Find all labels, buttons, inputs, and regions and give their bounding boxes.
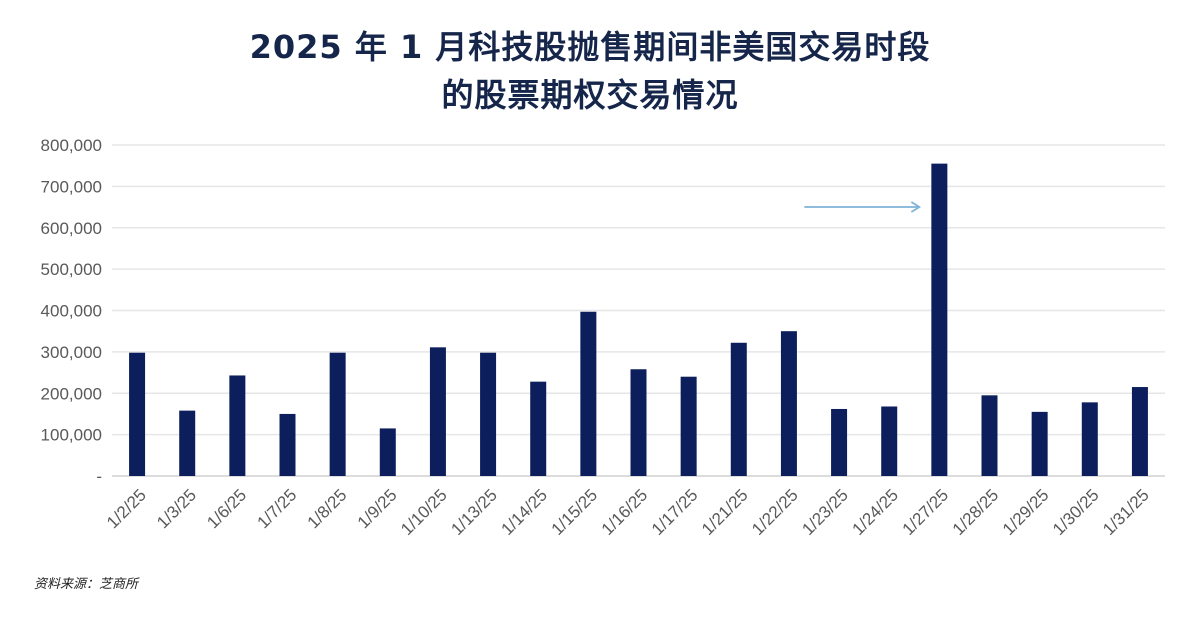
bar: [1131, 387, 1148, 476]
x-tick-label: 1/13/25: [447, 485, 501, 539]
annotation-arrow-head: [910, 201, 922, 213]
y-tick-label: -: [96, 467, 102, 486]
x-tick-label: 1/28/25: [949, 485, 1003, 539]
bar: [730, 342, 747, 476]
x-tick-label: 1/31/25: [1099, 485, 1153, 539]
bar: [881, 406, 898, 476]
x-tick-label: 1/22/25: [748, 485, 802, 539]
y-tick-label: 400,000: [41, 302, 102, 321]
bar: [831, 408, 848, 476]
bar: [379, 428, 396, 476]
bar: [530, 381, 547, 476]
bar: [780, 331, 797, 476]
source-note: 资料来源：芝商所: [34, 577, 139, 592]
x-tick-label: 1/14/25: [497, 485, 551, 539]
bar: [1031, 411, 1048, 476]
y-tick-label: 800,000: [41, 136, 102, 155]
x-tick-label: 1/17/25: [648, 485, 702, 539]
bar: [981, 395, 998, 476]
bar: [229, 375, 246, 476]
bar: [179, 410, 196, 476]
x-tick-label: 1/7/25: [253, 485, 300, 532]
x-tick-label: 1/8/25: [304, 485, 351, 532]
x-tick-label: 1/2/25: [103, 485, 150, 532]
y-tick-label: 100,000: [41, 426, 102, 445]
y-tick-label: 700,000: [41, 177, 102, 196]
bar: [429, 347, 446, 476]
x-tick-label: 1/30/25: [1049, 485, 1103, 539]
x-tick-label: 1/21/25: [698, 485, 752, 539]
y-tick-label: 200,000: [41, 384, 102, 403]
bar: [279, 413, 296, 476]
x-tick-label: 1/15/25: [548, 485, 602, 539]
x-tick-label: 1/27/25: [899, 485, 953, 539]
bar: [630, 369, 647, 476]
x-tick-label: 1/10/25: [397, 485, 451, 539]
x-tick-label: 1/9/25: [354, 485, 401, 532]
y-tick-label: 600,000: [41, 219, 102, 238]
chart-title-line-1: 2025 年 1 月科技股抛售期间非美国交易时段: [249, 28, 931, 66]
bar: [680, 376, 697, 476]
x-tick-label: 1/6/25: [203, 485, 250, 532]
x-tick-label: 1/3/25: [153, 485, 200, 532]
bar: [931, 163, 948, 476]
bar: [1081, 402, 1098, 476]
x-tick-label: 1/29/25: [999, 485, 1053, 539]
bar: [580, 311, 597, 476]
y-tick-label: 500,000: [41, 260, 102, 279]
x-tick-label: 1/24/25: [848, 485, 902, 539]
chart-title-line-2: 的股票期权交易情况: [441, 76, 739, 114]
bar: [329, 352, 346, 476]
x-tick-label: 1/16/25: [598, 485, 652, 539]
y-tick-label: 300,000: [41, 343, 102, 362]
bar: [129, 352, 146, 476]
bar: [480, 352, 497, 476]
x-tick-label: 1/23/25: [798, 485, 852, 539]
